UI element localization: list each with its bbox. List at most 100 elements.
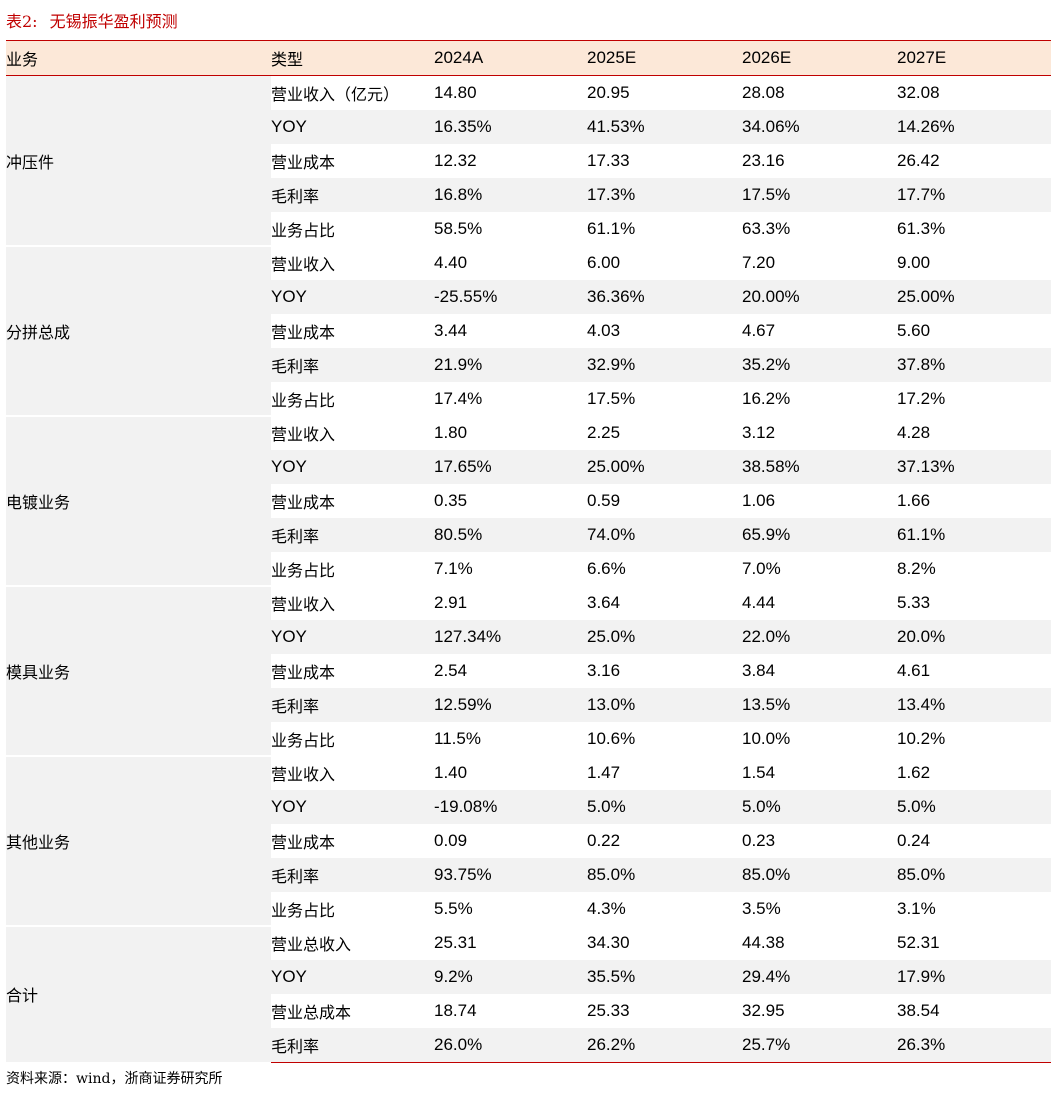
value-cell: 17.2%	[897, 389, 946, 408]
value-cell: 17.4%	[434, 389, 483, 408]
value-cell: 3.64	[587, 593, 621, 612]
value-cell: -25.55%	[434, 280, 587, 314]
type-cell: YOY	[271, 960, 434, 994]
table-row: 毛利率 12.59% 13.0% 13.5% 13.4%	[6, 688, 1051, 722]
value-cell: 11.5%	[434, 729, 481, 748]
type-cell: 营业收入（亿元）	[271, 85, 400, 104]
value-cell: 1.40	[434, 763, 468, 782]
type-cell: 营业总成本	[271, 1003, 352, 1022]
value-cell: 5.0%	[742, 790, 897, 824]
source-note: 资料来源：wind，浙商证券研究所	[6, 1071, 223, 1087]
value-cell: 61.3%	[897, 219, 946, 238]
value-cell: 3.84	[742, 661, 776, 680]
type-cell: 毛利率	[271, 178, 434, 212]
header-type: 类型	[271, 40, 434, 76]
value-cell: 14.80	[434, 83, 477, 102]
value-cell: 34.30	[587, 933, 630, 952]
value-cell: 8.2%	[897, 559, 936, 578]
business-cell: 分拼总成	[6, 246, 271, 417]
table-row: 营业总成本 18.74 25.33 32.95 38.54	[6, 994, 1051, 1028]
value-cell: 25.0%	[587, 620, 742, 654]
type-cell: 业务占比	[271, 391, 336, 410]
value-cell: 5.0%	[897, 790, 1051, 824]
value-cell: 10.6%	[587, 729, 636, 748]
value-cell: 9.00	[897, 253, 931, 272]
type-cell: 毛利率	[271, 858, 434, 892]
value-cell: 3.12	[742, 423, 776, 442]
value-cell: 93.75%	[434, 858, 587, 892]
table-row: YOY 9.2% 35.5% 29.4% 17.9%	[6, 960, 1051, 994]
table-caption: 表2: 无锡振华盈利预测	[6, 10, 178, 34]
value-cell: 63.3%	[742, 219, 791, 238]
value-cell: 20.95	[587, 83, 630, 102]
value-cell: 1.80	[434, 423, 468, 442]
business-cell: 合计	[6, 926, 271, 1064]
table-row: 冲压件 营业收入（亿元） 14.80 20.95 28.08 32.08	[6, 75, 1051, 247]
value-cell: 20.00%	[742, 280, 897, 314]
value-cell: 0.24	[897, 831, 931, 850]
table-row: 业务占比 5.5% 4.3% 3.5% 3.1%	[6, 892, 1051, 926]
value-cell: 44.38	[742, 933, 785, 952]
value-cell: 25.00%	[587, 450, 742, 484]
value-cell: 38.58%	[742, 450, 897, 484]
table-row: 毛利率 80.5% 74.0% 65.9% 61.1%	[6, 518, 1051, 552]
value-cell: 32.95	[742, 1001, 785, 1020]
value-cell: 37.13%	[897, 450, 1051, 484]
type-cell: 营业成本	[271, 833, 336, 852]
value-cell: 17.5%	[587, 389, 636, 408]
value-cell: 12.32	[434, 151, 477, 170]
value-cell: 5.33	[897, 593, 931, 612]
value-cell: 85.0%	[742, 858, 897, 892]
value-cell: 5.60	[897, 321, 931, 340]
type-cell: 毛利率	[271, 688, 434, 722]
value-cell: 28.08	[742, 83, 785, 102]
value-cell: 41.53%	[587, 110, 742, 144]
value-cell: 2.25	[587, 423, 621, 442]
value-cell: 14.26%	[897, 110, 1051, 144]
table-row: 电镀业务 营业收入 1.80 2.25 3.12 4.28	[6, 416, 1051, 587]
value-cell: 65.9%	[742, 518, 897, 552]
value-cell: 16.2%	[742, 389, 791, 408]
value-cell: 61.1%	[897, 518, 1051, 552]
type-cell: YOY	[271, 110, 434, 144]
value-cell: 58.5%	[434, 219, 483, 238]
type-cell: 毛利率	[271, 518, 434, 552]
value-cell: 4.28	[897, 423, 931, 442]
value-cell: 18.74	[434, 1001, 477, 1020]
header-business: 业务	[6, 40, 271, 76]
table-body: 冲压件 营业收入（亿元） 14.80 20.95 28.08 32.08 YOY 16.35%…	[6, 75, 1051, 1064]
table-row: 毛利率 26.0% 26.2% 25.7% 26.3%	[6, 1028, 1051, 1063]
value-cell: 16.8%	[434, 178, 587, 212]
type-cell: 营业成本	[271, 493, 336, 512]
value-cell: 4.67	[742, 321, 776, 340]
value-cell: 2.91	[434, 593, 468, 612]
table-row: 业务占比 7.1% 6.6% 7.0% 8.2%	[6, 552, 1051, 586]
value-cell: 17.65%	[434, 450, 587, 484]
value-cell: 1.47	[587, 763, 621, 782]
table-row: 毛利率 93.75% 85.0% 85.0% 85.0%	[6, 858, 1051, 892]
value-cell: 26.3%	[897, 1028, 1051, 1063]
value-cell: 26.42	[897, 151, 940, 170]
value-cell: 4.3%	[587, 899, 626, 918]
value-cell: 3.5%	[742, 899, 781, 918]
type-cell: 营业收入	[271, 595, 336, 614]
caption-number: 表2:	[6, 12, 38, 31]
value-cell: 5.0%	[587, 790, 742, 824]
value-cell: 16.35%	[434, 110, 587, 144]
value-cell: 85.0%	[897, 858, 1051, 892]
table-row: 业务占比 17.4% 17.5% 16.2% 17.2%	[6, 382, 1051, 416]
value-cell: 4.44	[742, 593, 776, 612]
value-cell: 35.5%	[587, 960, 742, 994]
value-cell: 21.9%	[434, 348, 587, 382]
value-cell: 17.33	[587, 151, 630, 170]
value-cell: 36.36%	[587, 280, 742, 314]
value-cell: 22.0%	[742, 620, 897, 654]
value-cell: 13.5%	[742, 688, 897, 722]
table-row: 其他业务 营业收入 1.40 1.47 1.54 1.62	[6, 756, 1051, 927]
value-cell: 61.1%	[587, 219, 636, 238]
type-cell: 营业成本	[271, 663, 336, 682]
value-cell: 37.8%	[897, 348, 1051, 382]
value-cell: 0.22	[587, 831, 621, 850]
table-row: 分拼总成 营业收入 4.40 6.00 7.20 9.00	[6, 246, 1051, 417]
value-cell: 3.1%	[897, 899, 936, 918]
